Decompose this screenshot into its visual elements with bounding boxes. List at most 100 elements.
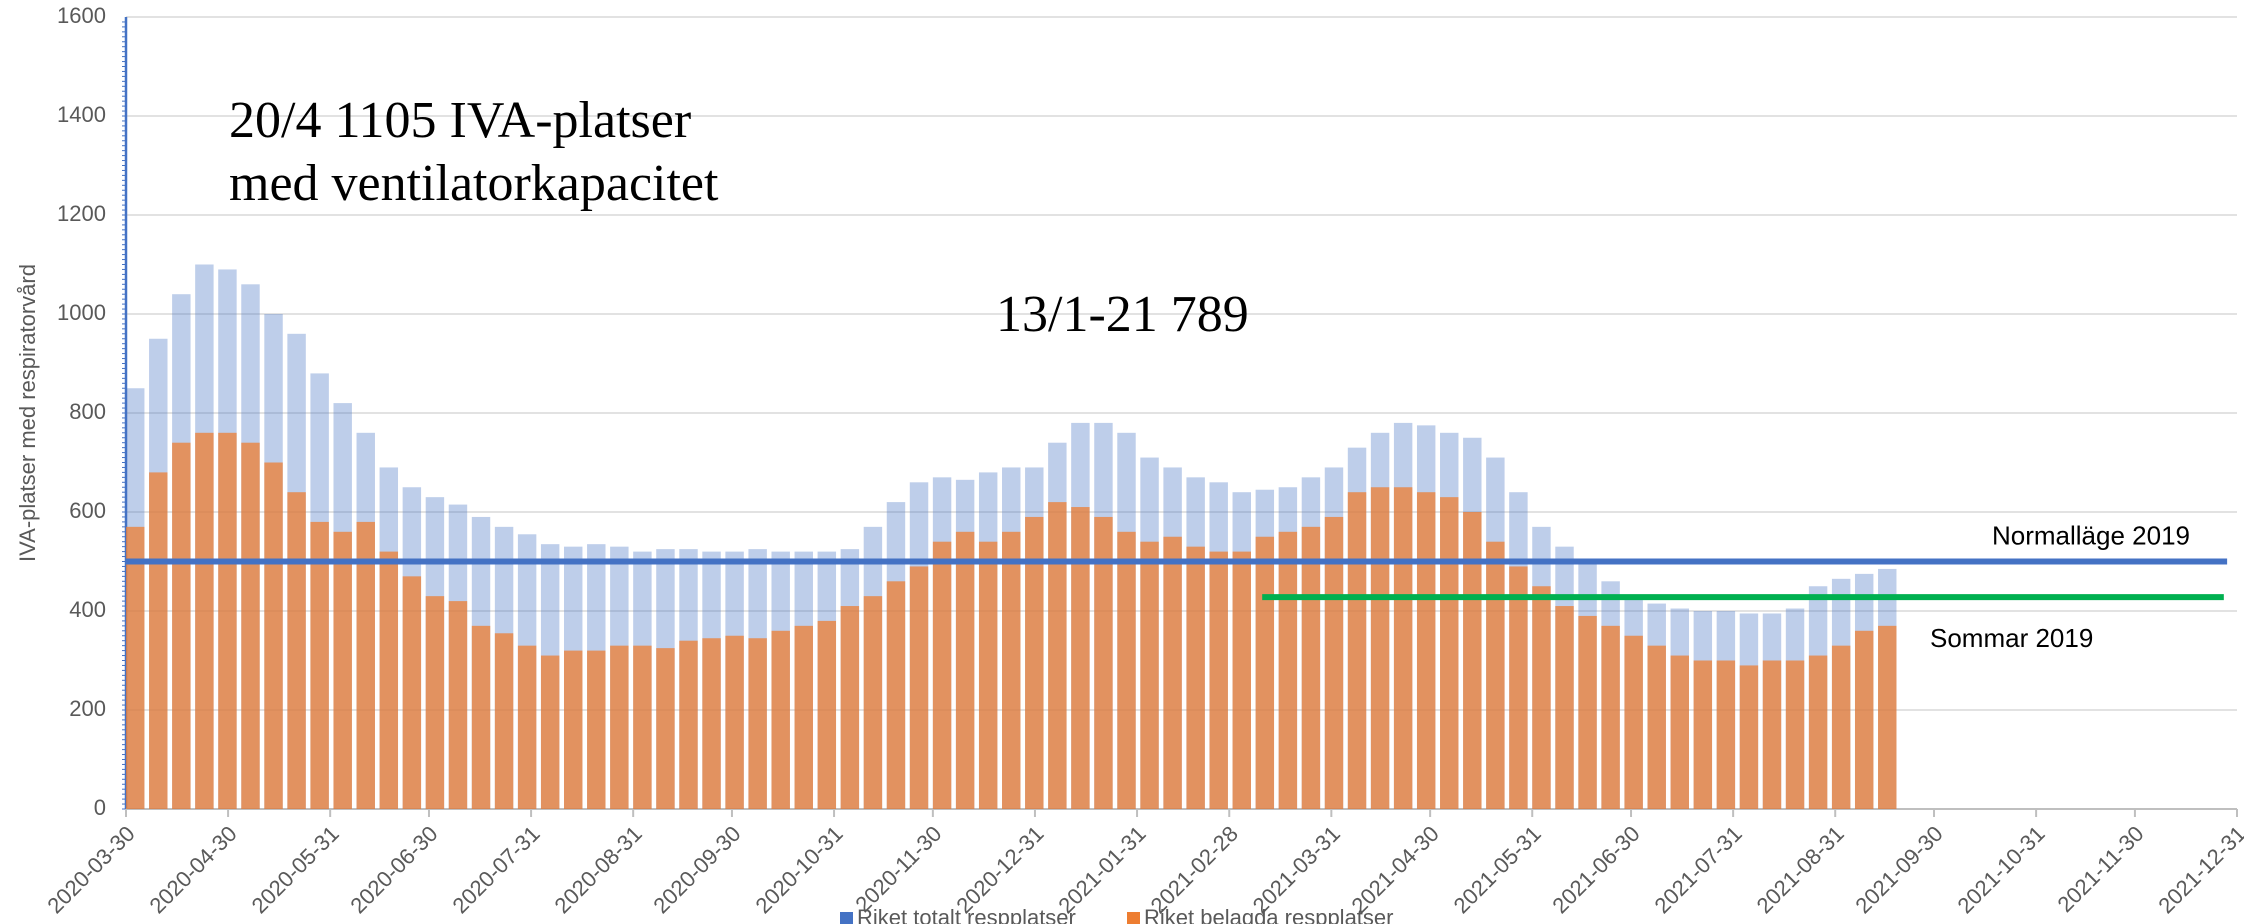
x-tick-label: 2021-02-28: [1146, 821, 1243, 918]
x-tick-label: 2020-08-31: [550, 821, 647, 918]
bar: [333, 531, 352, 809]
y-tick-label: 1600: [57, 3, 106, 28]
bar: [1140, 541, 1159, 809]
bar: [1693, 660, 1713, 809]
bar: [310, 521, 329, 809]
bar: [241, 442, 260, 809]
y-tick-label: 1400: [57, 102, 106, 127]
x-tick-label: 2020-05-31: [247, 821, 344, 918]
bar: [1555, 606, 1574, 809]
bar: [1301, 526, 1321, 809]
bar: [1255, 536, 1275, 809]
bar: [955, 531, 975, 809]
bar: [587, 650, 606, 809]
bar: [517, 645, 537, 809]
x-tick-label: 2021-09-30: [1850, 821, 1947, 918]
bar: [1416, 492, 1436, 809]
x-tick-label: 2021-06-30: [1547, 821, 1644, 918]
bar: [471, 625, 491, 809]
bar: [1278, 531, 1298, 809]
y-tick-label: 1200: [57, 201, 106, 226]
x-tick-label: 2021-10-31: [1952, 821, 2049, 918]
bar: [817, 620, 837, 809]
bar: [1440, 497, 1459, 809]
bar: [1094, 516, 1113, 809]
bar: [425, 596, 445, 809]
bar: [1878, 625, 1897, 809]
bar: [1601, 625, 1620, 809]
bar: [679, 640, 698, 809]
bar: [794, 625, 813, 809]
bar: [610, 645, 629, 809]
bar: [356, 521, 375, 809]
bar: [540, 655, 560, 809]
bar: [1209, 551, 1228, 809]
bar: [287, 492, 306, 809]
x-tick-label: 2020-09-30: [648, 821, 745, 918]
bar: [1186, 546, 1205, 809]
bar: [379, 551, 399, 809]
y-tick-label: 800: [69, 399, 106, 424]
x-tick-label: 2020-04-30: [144, 821, 241, 918]
x-tick-label: 2020-12-31: [951, 821, 1048, 918]
bar: [1670, 655, 1689, 809]
bar: [909, 566, 929, 809]
bar: [1831, 645, 1851, 809]
bar: [1393, 487, 1413, 809]
bar: [564, 650, 583, 809]
legend-label: Riket belagda respplatser: [1144, 905, 1393, 924]
bar: [494, 633, 514, 809]
x-tick-label: 2021-12-31: [2153, 821, 2244, 918]
bar: [748, 638, 767, 809]
bar: [1578, 615, 1597, 809]
bar: [656, 648, 675, 809]
bar: [771, 630, 790, 809]
bar: [1808, 655, 1828, 809]
bar: [978, 541, 998, 809]
bar: [863, 596, 883, 809]
bar: [264, 462, 283, 809]
bar: [126, 526, 145, 809]
bar: [725, 635, 744, 809]
y-tick-label: 200: [69, 696, 106, 721]
bar: [1071, 507, 1090, 809]
bar: [1854, 630, 1874, 809]
bar: [1762, 660, 1782, 809]
bar: [448, 601, 468, 809]
bar: [1716, 660, 1736, 809]
x-tick-label: 2020-11-30: [850, 821, 946, 917]
bar: [195, 432, 214, 809]
bar: [633, 645, 652, 809]
bar: [1163, 536, 1182, 809]
bar: [1647, 645, 1666, 809]
annotation: 20/4 1105 IVA-platser: [229, 92, 691, 149]
annotation: med ventilatorkapacitet: [229, 155, 719, 212]
bar: [1532, 586, 1551, 809]
x-tick-label: 2020-07-31: [447, 821, 544, 918]
y-tick-label: 400: [69, 597, 106, 622]
y-axis-label: IVA-platser med respiratorvård: [15, 264, 40, 562]
bar: [1463, 512, 1482, 809]
legend-swatch: [1127, 912, 1140, 924]
bar: [218, 432, 237, 809]
bar: [886, 581, 906, 809]
y-tick-label: 600: [69, 498, 106, 523]
y-tick-label: 1000: [57, 300, 106, 325]
bar: [1117, 531, 1136, 809]
bar: [1509, 566, 1528, 809]
x-tick-label: 2021-05-31: [1449, 821, 1546, 918]
bar: [172, 442, 191, 809]
x-tick-label: 2021-03-31: [1248, 821, 1345, 918]
x-tick-label: 2021-04-30: [1347, 821, 1444, 918]
bar: [932, 541, 952, 809]
bar: [1624, 635, 1643, 809]
bar: [840, 606, 860, 809]
x-tick-label: 2021-08-31: [1752, 821, 1849, 918]
bar: [1347, 492, 1367, 809]
legend-swatch: [840, 912, 853, 924]
bar: [1785, 660, 1805, 809]
bar: [402, 576, 422, 809]
x-tick-label: 2020-03-30: [42, 821, 139, 918]
bar: [149, 472, 168, 809]
